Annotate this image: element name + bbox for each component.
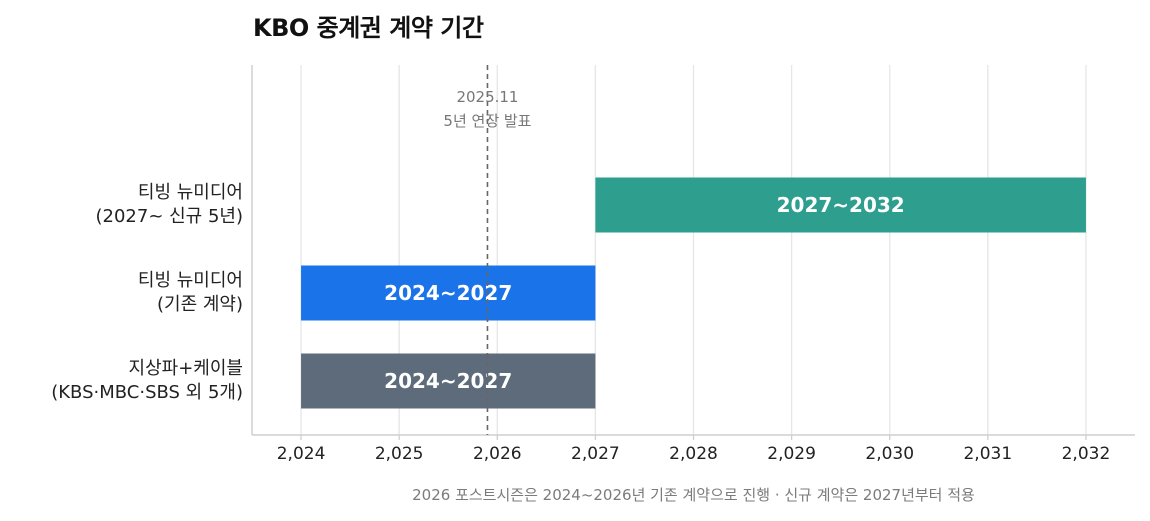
x-tick-label: 2,031 [963, 444, 1012, 464]
category-label-line1: 티빙 뉴미디어 [137, 182, 243, 203]
bar [595, 177, 1086, 233]
category-label-line2: (기존 계약) [156, 294, 243, 315]
bar [301, 353, 596, 409]
bar-label: 2027~2032 [777, 193, 905, 217]
x-tick-label: 2,026 [473, 444, 522, 464]
x-tick-label: 2,028 [669, 444, 718, 464]
x-tick-label: 2,029 [767, 444, 816, 464]
category-label-tving-existing: 티빙 뉴미디어 (기존 계약) [138, 269, 243, 317]
category-label-line1: 지상파+케이블 [128, 358, 243, 379]
reference-label-note: 5년 연장 발표 [443, 112, 531, 130]
footnote: 2026 포스트시즌은 2024~2026년 기존 계약으로 진행 · 신규 계… [412, 486, 975, 504]
category-label-line2: (KBS·MBC·SBS 외 5개) [51, 382, 243, 403]
x-tick-label: 2,024 [277, 444, 326, 464]
category-label-line1: 티빙 뉴미디어 [137, 270, 243, 291]
bar [301, 265, 596, 321]
category-label-broadcast: 지상파+케이블 (KBS·MBC·SBS 외 5개) [51, 357, 243, 405]
reference-label-date: 2025.11 [456, 88, 518, 106]
bar-label: 2024~2027 [384, 369, 512, 393]
x-tick-label: 2,030 [865, 444, 914, 464]
x-tick-label: 2,025 [375, 444, 424, 464]
x-tick-label: 2,032 [1062, 444, 1111, 464]
category-label-line2: (2027~ 신규 5년) [95, 206, 243, 227]
x-tick-label: 2,027 [571, 444, 620, 464]
chart-title: KBO 중계권 계약 기간 [253, 14, 484, 42]
category-label-tving-new: 티빙 뉴미디어 (2027~ 신규 5년) [95, 181, 243, 229]
bar-label: 2024~2027 [384, 281, 512, 305]
